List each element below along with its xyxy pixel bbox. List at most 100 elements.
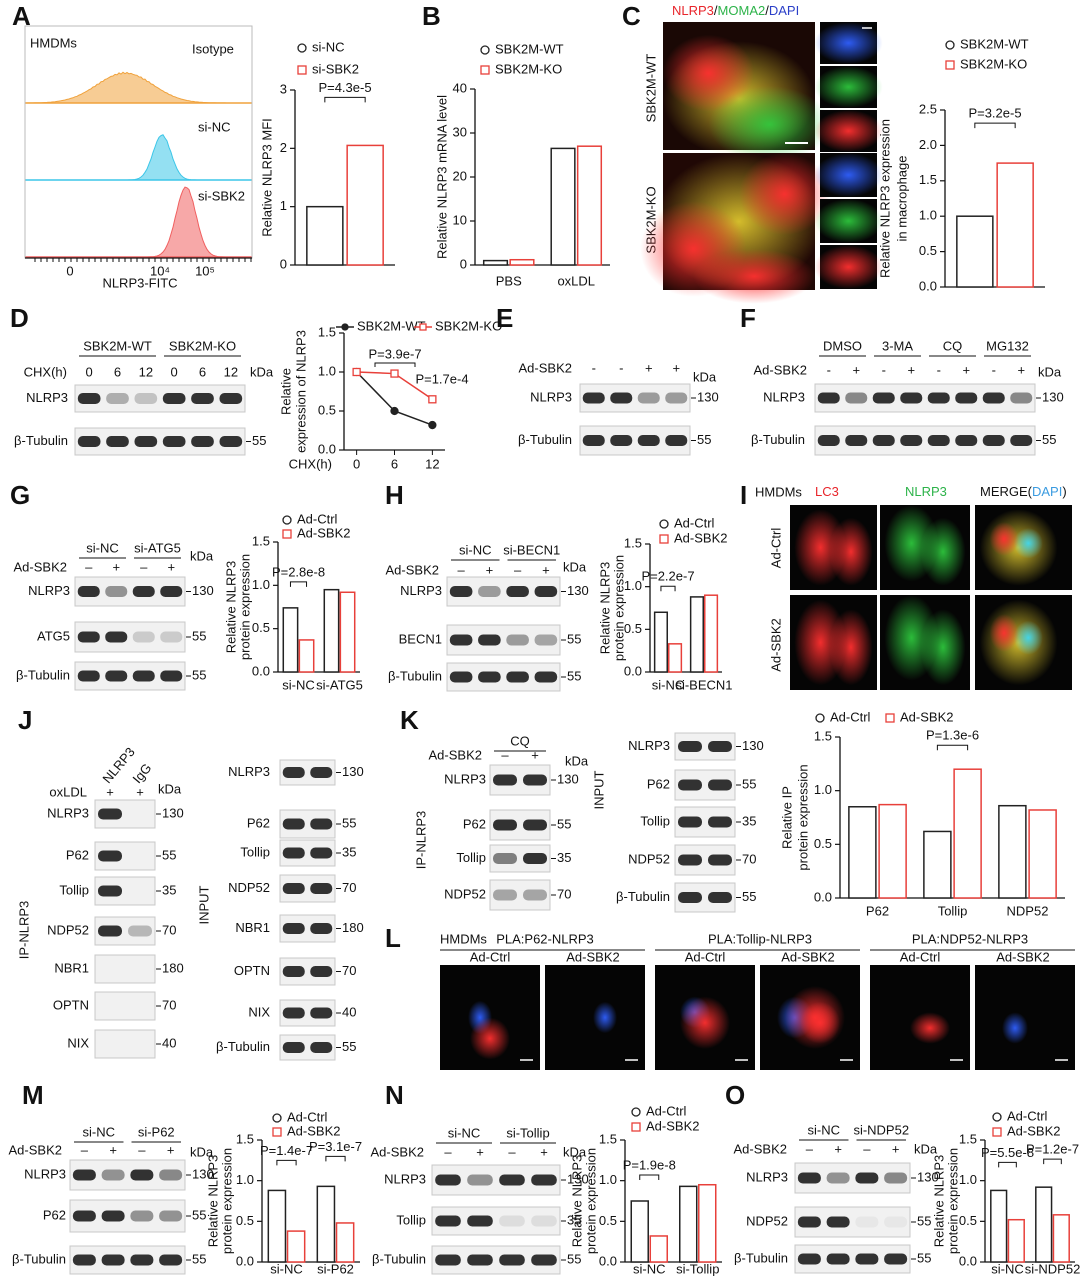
- legend-label: SBK2M-KO: [960, 56, 1027, 71]
- bar: [482, 259, 509, 266]
- band: [872, 435, 895, 446]
- band: [282, 818, 305, 830]
- legend-marker: [659, 534, 669, 544]
- panel-letter: O: [725, 1080, 745, 1110]
- x-tick-label: oxLDL: [557, 273, 595, 288]
- bar: [630, 1200, 649, 1263]
- image-title: NLRP3/MOMA2/DAPI: [672, 3, 799, 18]
- lane-sign: 0: [171, 364, 178, 379]
- band: [708, 779, 732, 791]
- bar: [998, 804, 1027, 899]
- protein-label: Tollip: [396, 1212, 426, 1227]
- lane-sign: +: [136, 784, 144, 799]
- bar: [323, 588, 340, 673]
- protein-label: NDP52: [47, 922, 89, 937]
- band: [282, 1042, 305, 1053]
- lane-sign: +: [645, 360, 653, 375]
- condition-label: Ad-Ctrl: [470, 949, 511, 964]
- band: [191, 393, 214, 404]
- kda-label: 55: [192, 667, 206, 682]
- kda-label: 35: [162, 882, 176, 897]
- column-label: NLRP3: [905, 484, 947, 499]
- group-label: si-BECN1: [503, 542, 560, 557]
- bar: [298, 639, 315, 673]
- band: [872, 392, 895, 404]
- x-tick-label: si-BECN1: [675, 677, 732, 692]
- image-title-part: /: [714, 3, 718, 18]
- treatment-label: Ad-SBK2: [9, 1142, 62, 1157]
- blot-strip: [74, 384, 246, 413]
- stain: [920, 517, 966, 586]
- band: [797, 1253, 821, 1265]
- band: [506, 586, 529, 597]
- protein-label: β-Tubulin: [14, 433, 68, 448]
- legend-label: si-SBK2: [312, 61, 359, 76]
- kda-label: 55: [192, 628, 206, 643]
- protein-label: NBR1: [54, 960, 89, 975]
- band: [506, 671, 529, 683]
- band: [499, 1215, 525, 1227]
- band: [493, 853, 517, 864]
- protein-label: NBR1: [235, 920, 270, 935]
- protein-label: ATG5: [37, 628, 70, 643]
- y-axis-label: protein expression: [945, 1148, 960, 1254]
- x-tick-label: 0: [66, 263, 73, 278]
- band: [72, 1210, 96, 1222]
- data-marker: [428, 420, 437, 430]
- lane-sign: –: [863, 1141, 871, 1156]
- band: [449, 586, 473, 597]
- legend-label: Ad-Ctrl: [674, 515, 715, 530]
- row-label: SBK2M-WT: [643, 54, 658, 123]
- band: [884, 1216, 908, 1228]
- lane-sign: +: [167, 1142, 175, 1157]
- y-axis-label: Relative NLRP3 mRNA level: [434, 95, 449, 259]
- band: [191, 436, 214, 447]
- y-tick-label: 1: [280, 198, 287, 213]
- lane-sign: –: [514, 562, 522, 577]
- y-tick-label: 1.5: [919, 172, 937, 187]
- bar: [282, 607, 299, 673]
- y-axis-label: expression of NLRP3: [293, 330, 308, 453]
- treatment-label: Ad-SBK2: [519, 360, 572, 375]
- band: [708, 816, 732, 828]
- band: [493, 819, 517, 831]
- panel-letter: B: [422, 1, 441, 31]
- blot-strip: [74, 427, 246, 456]
- legend-marker: [945, 40, 955, 50]
- band: [160, 631, 183, 643]
- bar: [335, 1222, 355, 1263]
- bar: [704, 594, 719, 673]
- lane-sign: +: [834, 1141, 842, 1156]
- p-value: P=3.9e-7: [368, 346, 421, 361]
- p-value: P=4.3e-5: [318, 80, 371, 95]
- lane-sign: -: [992, 362, 996, 377]
- treatment-label: CHX(h): [24, 364, 67, 379]
- significance-bracket: [974, 122, 1016, 129]
- y-tick-label: 2.5: [919, 101, 937, 116]
- bar: [509, 258, 535, 266]
- micrograph: [975, 965, 1075, 1070]
- y-axis-label: Relative NLRP3 expression: [877, 119, 892, 278]
- legend-label: Ad-Ctrl: [830, 709, 871, 724]
- y-tick-label: 2.0: [919, 137, 937, 152]
- p-value: P=3.2e-5: [968, 106, 1021, 121]
- unit-label: kDa: [914, 1141, 938, 1156]
- p-value: P=1.4e-7: [260, 1143, 313, 1158]
- kda-label: 55: [917, 1250, 931, 1265]
- bar: [923, 830, 952, 899]
- protein-label: NLRP3: [47, 805, 89, 820]
- band: [826, 1216, 850, 1228]
- legend-label: Ad-SBK2: [646, 1118, 699, 1133]
- kda-label: 130: [697, 389, 719, 404]
- protein-label: NLRP3: [24, 1166, 66, 1181]
- protein-label: Tollip: [640, 813, 670, 828]
- protein-label: NDP52: [444, 886, 486, 901]
- lane-sign: +: [907, 362, 915, 377]
- bar: [679, 1185, 698, 1263]
- protein-label: NDP52: [628, 851, 670, 866]
- y-axis-label: Relative IP: [779, 786, 794, 849]
- band: [534, 634, 558, 646]
- row-label: Ad-SBK2: [768, 618, 783, 671]
- band: [982, 392, 1005, 404]
- panel-letter: A: [12, 1, 31, 31]
